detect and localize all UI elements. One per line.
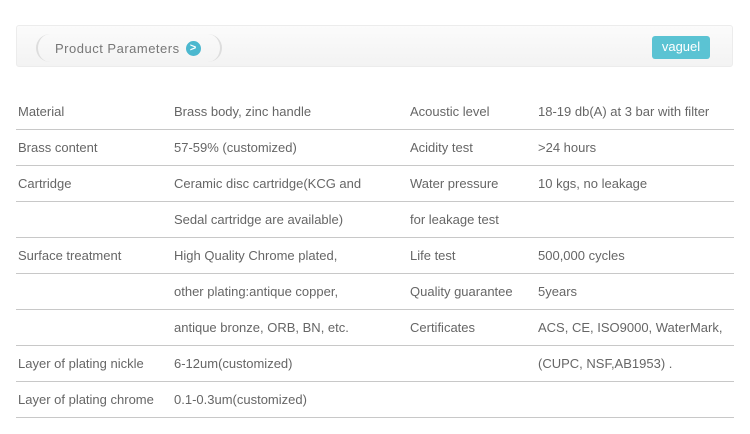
param-name: Acoustic level xyxy=(410,94,538,130)
table-row: other plating:antique copper, Quality gua… xyxy=(16,273,734,310)
table-row: Sedal cartridge are available) for leakag… xyxy=(16,201,734,238)
param-value: 57-59% (customized) xyxy=(174,129,410,166)
param-name: Water pressure xyxy=(410,165,538,202)
param-value: >24 hours xyxy=(538,129,734,166)
param-name: Certificates xyxy=(410,309,538,346)
param-name: Material xyxy=(16,94,174,130)
param-value: other plating:antique copper, xyxy=(174,273,410,310)
param-value: 6-12um(customized) xyxy=(174,345,410,382)
brand-logo: vaguel xyxy=(652,36,710,59)
param-name: for leakage test xyxy=(410,201,538,238)
param-value xyxy=(538,381,734,418)
param-value: 18-19 db(A) at 3 bar with filter xyxy=(538,94,734,130)
param-name: Life test xyxy=(410,237,538,274)
param-name: Layer of plating nickle xyxy=(16,345,174,382)
param-name: Surface treatment xyxy=(16,237,174,274)
param-value: High Quality Chrome plated, xyxy=(174,237,410,274)
param-name: Cartridge xyxy=(16,165,174,202)
param-value: 500,000 cycles xyxy=(538,237,734,274)
table-row: Surface treatment High Quality Chrome pla… xyxy=(16,237,734,274)
table-row: Layer of plating nickle 6-12um(customized… xyxy=(16,345,734,382)
table-row: Brass content 57-59% (customized) Acidity … xyxy=(16,129,734,166)
param-name: Layer of plating chrome xyxy=(16,381,174,418)
table-row: Cartridge Ceramic disc cartridge(KCG and W… xyxy=(16,165,734,202)
param-name: Quality guarantee xyxy=(410,273,538,310)
param-name xyxy=(410,381,538,418)
product-parameters-tab[interactable]: Product Parameters > xyxy=(36,34,222,62)
section-header: Product Parameters > vaguel xyxy=(16,25,733,67)
chevron-right-icon[interactable]: > xyxy=(185,40,201,56)
param-name xyxy=(410,345,538,382)
section-title: Product Parameters xyxy=(55,40,180,56)
parameters-table: Material Brass body, zinc handle Acoustic … xyxy=(16,94,734,418)
table-row: antique bronze, ORB, BN, etc. Certificate… xyxy=(16,309,734,346)
param-name: Brass content xyxy=(16,129,174,166)
param-value: (CUPC, NSF,AB1953) . xyxy=(538,345,734,382)
param-value: 5years xyxy=(538,273,734,310)
param-value: ACS, CE, ISO9000, WaterMark, xyxy=(538,309,734,346)
param-value: Ceramic disc cartridge(KCG and xyxy=(174,165,410,202)
param-value xyxy=(538,201,734,238)
param-name xyxy=(16,273,174,310)
param-value: 10 kgs, no leakage xyxy=(538,165,734,202)
param-name: Acidity test xyxy=(410,129,538,166)
table-row: Material Brass body, zinc handle Acoustic … xyxy=(16,94,734,130)
param-value: Sedal cartridge are available) xyxy=(174,201,410,238)
table-row: Layer of plating chrome 0.1-0.3um(customi… xyxy=(16,381,734,418)
param-name xyxy=(16,201,174,238)
param-name xyxy=(16,309,174,346)
param-value: Brass body, zinc handle xyxy=(174,94,410,130)
param-value: 0.1-0.3um(customized) xyxy=(174,381,410,418)
param-value: antique bronze, ORB, BN, etc. xyxy=(174,309,410,346)
